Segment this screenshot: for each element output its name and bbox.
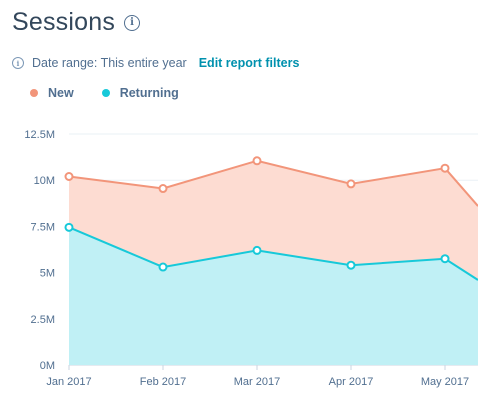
data-point-new	[252, 156, 262, 166]
legend-dot-returning	[101, 89, 110, 97]
data-point-new	[158, 184, 168, 194]
data-point-returning	[252, 245, 262, 255]
y-tick-label: 7.5M	[31, 221, 55, 233]
series-line-new	[68, 159, 478, 207]
page-title: Sessions	[12, 8, 116, 36]
legend-item-new[interactable]: New	[30, 86, 74, 100]
data-point-returning	[440, 254, 450, 264]
data-point-returning	[346, 260, 356, 270]
y-tick-label: 0M	[40, 360, 55, 372]
x-tick-label: Mar 2017	[234, 376, 280, 388]
info-icon: i	[12, 57, 24, 69]
data-point-new	[440, 163, 450, 173]
x-tick-label: Apr 2017	[329, 376, 374, 388]
data-point-new	[346, 179, 356, 189]
series-line-returning	[68, 226, 478, 281]
data-point-returning	[158, 262, 168, 272]
info-icon[interactable]: i	[124, 14, 141, 31]
x-tick-label: May 2017	[421, 376, 469, 388]
y-tick-label: 5M	[40, 268, 55, 280]
date-range-text: Date range: This entire year	[32, 56, 187, 70]
y-tick-label: 12.5M	[24, 129, 55, 141]
filter-row: i Date range: This entire year Edit repo…	[12, 56, 299, 70]
x-tick-label: Feb 2017	[140, 376, 186, 388]
chart-legend: New Returning	[30, 86, 207, 100]
legend-label-new: New	[48, 86, 74, 100]
y-tick-label: 2.5M	[31, 314, 55, 326]
y-tick-label: 10M	[34, 175, 55, 187]
series-area-returning	[69, 227, 478, 365]
data-point-returning	[64, 222, 74, 232]
title-row: Sessions i	[12, 8, 141, 37]
edit-report-filters-link[interactable]: Edit report filters	[198, 56, 300, 70]
data-point-new	[64, 172, 74, 182]
legend-label-returning: Returning	[119, 86, 179, 100]
series-area-new	[69, 160, 478, 280]
x-tick-label: Jan 2017	[46, 376, 91, 388]
legend-item-returning[interactable]: Returning	[101, 86, 179, 100]
legend-dot-new	[30, 89, 38, 97]
